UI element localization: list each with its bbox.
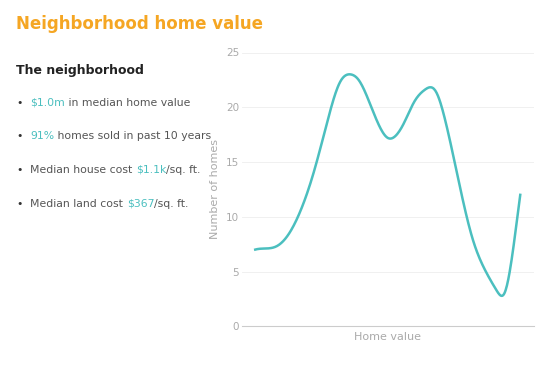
- X-axis label: Home value: Home value: [354, 332, 421, 342]
- Text: •: •: [16, 199, 23, 209]
- Text: •: •: [16, 98, 23, 108]
- Text: 91%: 91%: [30, 131, 54, 141]
- Text: $367: $367: [126, 199, 154, 209]
- Text: Neighborhood home value: Neighborhood home value: [16, 15, 263, 33]
- Text: $1.1k: $1.1k: [136, 165, 166, 175]
- Text: in median home value: in median home value: [65, 98, 190, 108]
- Y-axis label: Number of homes: Number of homes: [211, 140, 221, 239]
- Text: •: •: [16, 131, 23, 141]
- Text: homes sold in past 10 years: homes sold in past 10 years: [54, 131, 212, 141]
- Text: /sq. ft.: /sq. ft.: [166, 165, 201, 175]
- Text: The neighborhood: The neighborhood: [16, 64, 144, 77]
- Text: •: •: [16, 165, 23, 175]
- Text: /sq. ft.: /sq. ft.: [154, 199, 189, 209]
- Text: Median house cost: Median house cost: [30, 165, 136, 175]
- Text: Median land cost: Median land cost: [30, 199, 127, 209]
- Text: $1.0m: $1.0m: [30, 98, 65, 108]
